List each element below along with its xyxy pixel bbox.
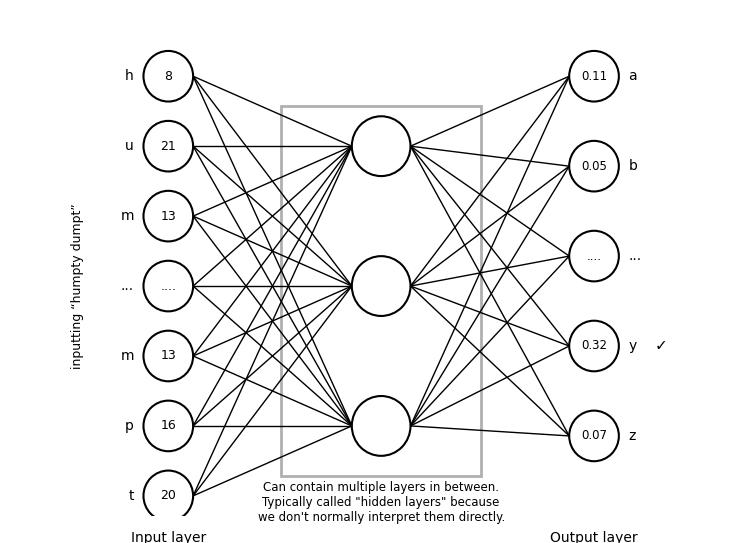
Ellipse shape xyxy=(570,411,619,461)
Text: 16: 16 xyxy=(161,419,176,432)
Bar xyxy=(281,106,481,476)
Text: b: b xyxy=(628,159,638,173)
Text: y: y xyxy=(628,339,637,353)
Text: ...: ... xyxy=(628,249,641,263)
Text: 13: 13 xyxy=(161,350,176,363)
Ellipse shape xyxy=(352,116,410,176)
Text: 0.07: 0.07 xyxy=(581,430,607,443)
Text: 20: 20 xyxy=(161,489,176,502)
Text: 21: 21 xyxy=(161,140,176,153)
Ellipse shape xyxy=(570,321,619,371)
Ellipse shape xyxy=(570,231,619,281)
Ellipse shape xyxy=(570,51,619,102)
Text: 0.05: 0.05 xyxy=(581,160,607,173)
Text: m: m xyxy=(120,209,134,223)
Ellipse shape xyxy=(144,51,193,102)
Ellipse shape xyxy=(144,261,193,311)
Text: ....: .... xyxy=(161,280,177,293)
Text: u: u xyxy=(125,139,134,153)
Ellipse shape xyxy=(144,471,193,521)
Text: Can contain multiple layers in between.
Typically called "hidden layers" because: Can contain multiple layers in between. … xyxy=(257,481,505,524)
Text: ....: .... xyxy=(586,250,602,263)
Text: t: t xyxy=(128,489,134,503)
Text: ...: ... xyxy=(121,279,134,293)
Text: z: z xyxy=(628,429,636,443)
Text: Input layer: Input layer xyxy=(130,531,206,543)
Ellipse shape xyxy=(570,141,619,192)
Text: 0.11: 0.11 xyxy=(581,70,607,83)
Text: 13: 13 xyxy=(161,210,176,223)
Text: inputting “humpty dumpt”: inputting “humpty dumpt” xyxy=(72,203,84,369)
Text: 8: 8 xyxy=(164,70,172,83)
Text: p: p xyxy=(125,419,134,433)
Text: ✓: ✓ xyxy=(655,338,667,353)
Text: m: m xyxy=(120,349,134,363)
Ellipse shape xyxy=(144,331,193,381)
Ellipse shape xyxy=(144,401,193,451)
Ellipse shape xyxy=(352,256,410,316)
Ellipse shape xyxy=(144,191,193,242)
Ellipse shape xyxy=(144,121,193,172)
Text: 0.32: 0.32 xyxy=(581,339,607,352)
Text: h: h xyxy=(125,70,134,83)
Text: a: a xyxy=(628,70,637,83)
Ellipse shape xyxy=(352,396,410,456)
Text: Output layer: Output layer xyxy=(550,531,638,543)
